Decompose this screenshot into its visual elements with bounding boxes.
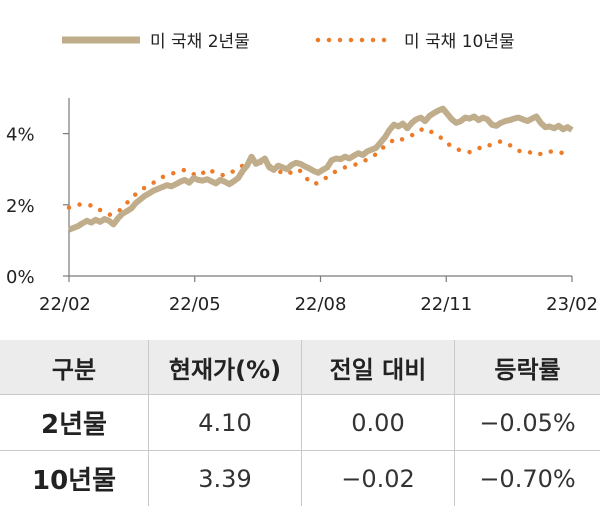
row-price: 3.39 [149,451,302,506]
header-rate: 등락률 [455,340,600,395]
header-change: 전일 대비 [302,340,455,395]
series-line-2y [69,109,572,230]
x-tick-label: 22/08 [295,294,347,315]
row-rate: −0.70% [455,451,600,506]
table-row: 10년물 3.39 −0.02 −0.70% [0,451,600,506]
x-tick-label: 22/02 [39,294,91,315]
row-rate: −0.05% [455,395,600,451]
row-change: 0.00 [302,395,455,451]
row-label: 10년물 [0,451,149,506]
y-tick-label: 0% [6,267,35,288]
y-ticks: 0% 2% 4% [6,125,69,288]
row-price: 4.10 [149,395,302,451]
row-label: 2년물 [0,395,149,451]
x-tick-label: 22/11 [420,294,472,315]
legend-label-2y: 미 국채 2년물 [150,32,250,52]
x-tick-label: 22/05 [169,294,221,315]
y-tick-label: 2% [6,196,35,217]
x-tick-label: 23/02 [546,294,598,315]
header-price: 현재가(%) [149,340,302,395]
legend-label-10y: 미 국채 10년물 [404,32,515,52]
legend: 미 국채 2년물 미 국채 10년물 [62,32,515,52]
table-row: 2년물 4.10 0.00 −0.05% [0,395,600,451]
row-change: −0.02 [302,451,455,506]
x-ticks: 22/02 22/05 22/08 22/11 23/02 [39,276,598,315]
y-tick-label: 4% [6,125,35,146]
header-category: 구분 [0,340,149,395]
quote-table: 구분 현재가(%) 전일 대비 등락률 2년물 4.10 0.00 −0.05%… [0,340,600,506]
table-header-row: 구분 현재가(%) 전일 대비 등락률 [0,340,600,395]
series-layer [69,109,572,230]
